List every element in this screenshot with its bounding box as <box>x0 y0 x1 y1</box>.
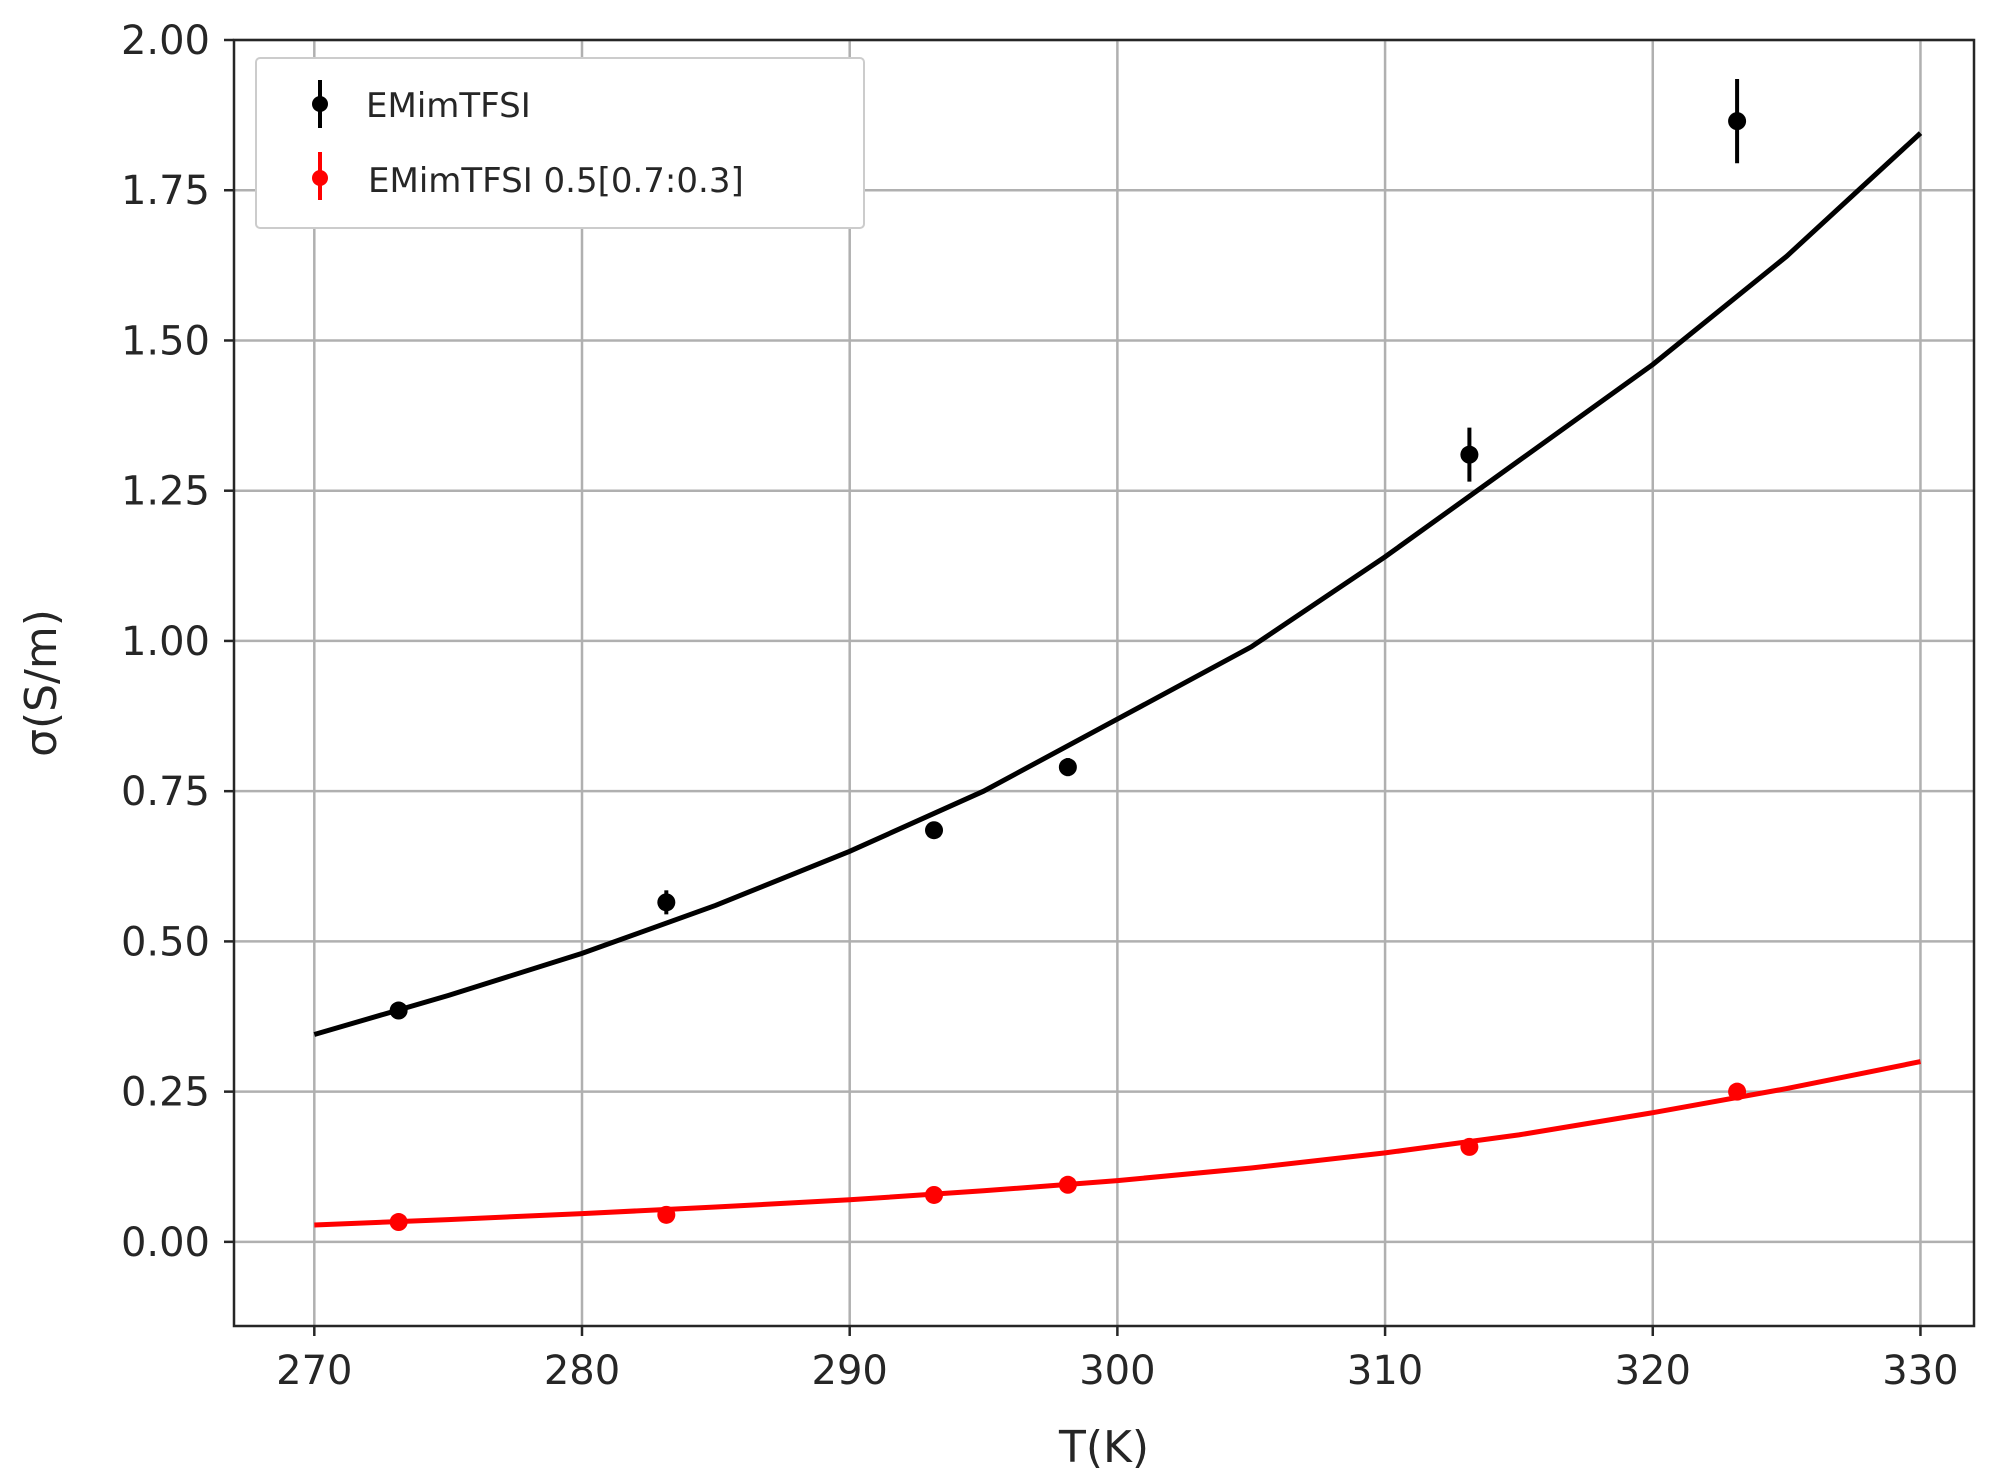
data-point <box>1058 1175 1077 1194</box>
fit-curve <box>314 1059 1921 1228</box>
data-point <box>1058 758 1077 777</box>
y-tick-label: 0.25 <box>121 1070 210 1116</box>
fit-curve <box>313 131 1923 1037</box>
x-tick-label: 290 <box>812 1348 888 1394</box>
x-tick-label: 330 <box>1882 1348 1958 1394</box>
data-point <box>1460 1137 1479 1156</box>
y-axis-label: σ(S/m) <box>16 609 67 757</box>
y-tick-label: 1.75 <box>121 168 210 214</box>
data-point <box>657 1205 676 1224</box>
legend-box <box>255 57 865 229</box>
x-tick-label: 310 <box>1347 1348 1423 1394</box>
legend: EMimTFSI EMimTFSI 0.5[0.7:0.3] <box>255 57 865 229</box>
y-tick-label: 2.00 <box>121 18 210 64</box>
y-tick-label: 1.00 <box>121 619 210 665</box>
data-point <box>1728 1082 1747 1101</box>
data-point <box>1460 445 1479 464</box>
x-tick-label: 300 <box>1079 1348 1155 1394</box>
data-point <box>657 893 676 912</box>
x-tick-label: 270 <box>276 1348 352 1394</box>
plot-background <box>234 40 1974 1326</box>
data-point <box>389 1001 408 1020</box>
y-tick-label: 1.50 <box>121 318 210 364</box>
y-tick-label: 0.75 <box>121 769 210 815</box>
fit-curves <box>313 131 1923 1228</box>
x-tick-label: 320 <box>1615 1348 1691 1394</box>
plot-frame <box>232 38 1976 1328</box>
legend-label: EMimTFSI 0.5[0.7:0.3] <box>368 161 744 201</box>
y-tick-label: 1.25 <box>121 469 210 515</box>
data-point <box>389 1213 408 1232</box>
y-tick-label: 0.50 <box>121 919 210 965</box>
legend-marker <box>312 96 328 112</box>
data-point <box>925 821 944 840</box>
legend-marker <box>312 170 328 186</box>
legend-label: EMimTFSI <box>366 86 531 126</box>
axis-ticks: 270 280 290 300 310 320 330 0.00 0.25 0.50 0.75 1.0… <box>121 18 1959 1394</box>
x-axis-label: T(K) <box>1058 1422 1149 1473</box>
x-tick-label: 280 <box>544 1348 620 1394</box>
data-points <box>389 79 1747 1232</box>
data-point <box>925 1185 944 1204</box>
data-point <box>1728 112 1747 131</box>
y-tick-label: 0.00 <box>121 1220 210 1266</box>
